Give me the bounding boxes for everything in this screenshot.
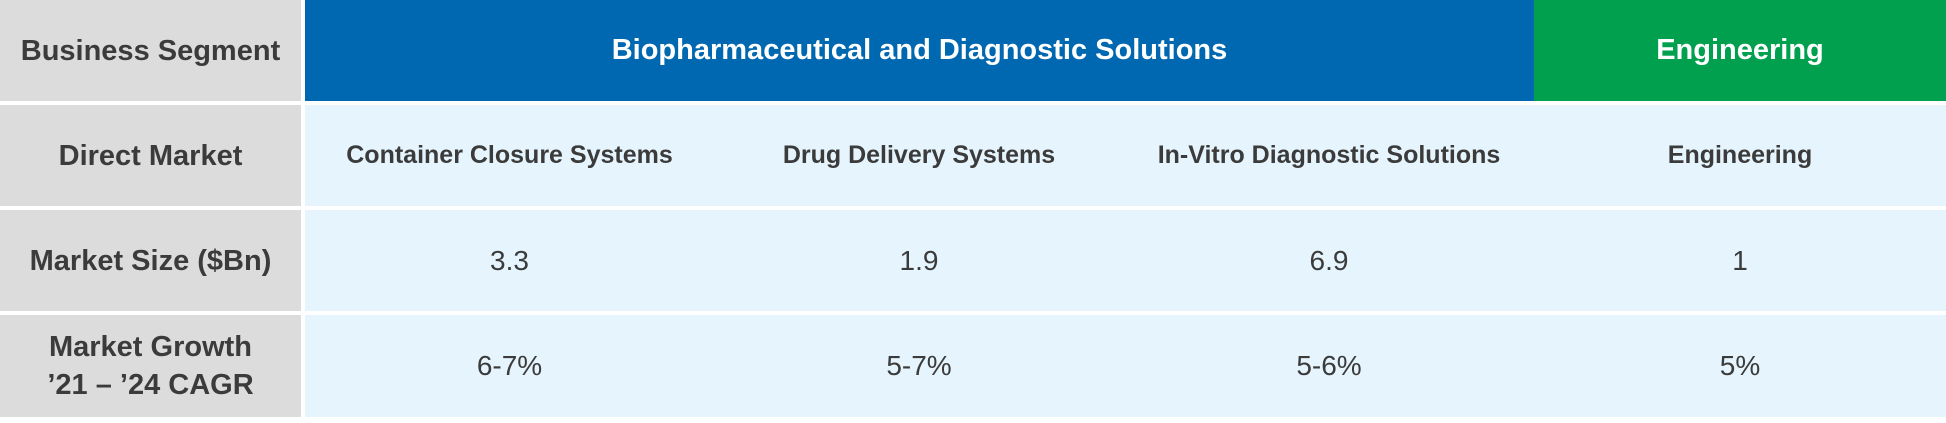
direct-market-row-bio: Container Closure Systems Drug Delivery …: [305, 105, 1534, 206]
row-header-market-size-label: Market Size ($Bn): [29, 244, 272, 277]
market-size-drug-delivery: 1.9: [899, 244, 939, 276]
direct-market-engineering-cell: Engineering: [1534, 105, 1946, 206]
market-growth-row-bio: 6-7% 5-7% 5-6%: [305, 315, 1534, 417]
market-growth-cell: 6-7%: [305, 315, 714, 417]
market-size-in-vitro: 6.9: [1309, 244, 1349, 276]
market-growth-cell: 5-6%: [1124, 315, 1534, 417]
market-growth-in-vitro: 5-6%: [1296, 350, 1362, 381]
row-header-market-growth-line1: Market Growth: [48, 331, 252, 363]
market-name-cell: Drug Delivery Systems: [714, 105, 1124, 206]
market-growth-cell: 5-7%: [714, 315, 1124, 417]
market-growth-drug-delivery: 5-7%: [886, 350, 952, 381]
market-size-engineering: 1: [1732, 244, 1748, 276]
market-name-container-closure: Container Closure Systems: [346, 141, 673, 169]
market-size-cell: 3.3: [305, 210, 714, 311]
row-header-market-size: Market Size ($Bn): [0, 210, 305, 311]
segment-header-engineering: Engineering: [1534, 0, 1946, 101]
market-size-engineering-cell: 1: [1534, 210, 1946, 311]
market-name-cell: Container Closure Systems: [305, 105, 714, 206]
market-size-container-closure: 3.3: [490, 244, 529, 276]
segment-header-engineering-label: Engineering: [1656, 34, 1824, 66]
row-header-business-segment-label: Business Segment: [20, 34, 281, 67]
market-name-cell: In-Vitro Diagnostic Solutions: [1124, 105, 1534, 206]
row-header-direct-market: Direct Market: [0, 105, 305, 206]
row-header-direct-market-label: Direct Market: [58, 139, 243, 172]
row-header-market-growth-line2: ’21 – ’24 CAGR: [47, 369, 254, 401]
market-growth-engineering: 5%: [1719, 350, 1761, 381]
market-growth-container-closure: 6-7%: [476, 350, 543, 381]
market-name-in-vitro: In-Vitro Diagnostic Solutions: [1157, 141, 1501, 169]
row-header-business-segment: Business Segment: [0, 0, 305, 101]
row-header-market-growth: Market Growth ’21 – ’24 CAGR: [0, 315, 305, 417]
market-size-row-bio: 3.3 1.9 6.9: [305, 210, 1534, 311]
market-size-cell: 1.9: [714, 210, 1124, 311]
row-header-market-growth-label: Market Growth ’21 – ’24 CAGR: [47, 328, 253, 404]
market-name-engineering: Engineering: [1667, 141, 1813, 169]
market-size-cell: 6.9: [1124, 210, 1534, 311]
segment-header-bio-label: Biopharmaceutical and Diagnostic Solutio…: [611, 34, 1228, 66]
market-name-drug-delivery: Drug Delivery Systems: [782, 141, 1056, 169]
segment-header-bio: Biopharmaceutical and Diagnostic Solutio…: [305, 0, 1534, 101]
bottom-margin: [0, 417, 1946, 423]
market-growth-engineering-cell: 5%: [1534, 315, 1946, 417]
